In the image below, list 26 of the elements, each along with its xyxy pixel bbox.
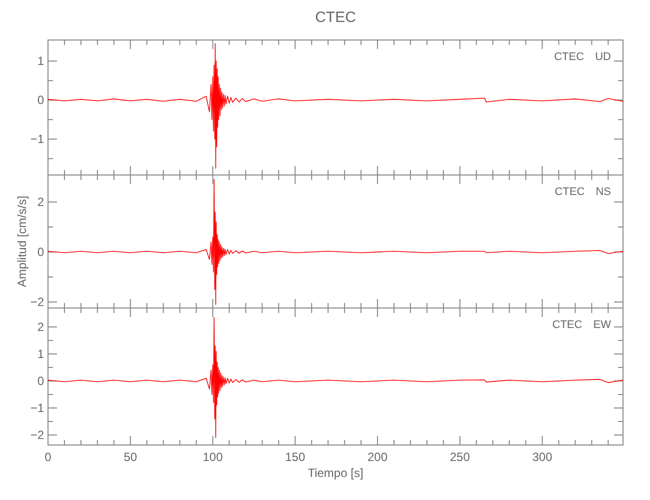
annotation: CTEC NS — [554, 186, 611, 198]
y-axis-title: Amplitud [cm/s/s] — [15, 196, 29, 288]
line-series — [48, 43, 624, 169]
x-axis-title: Tiempo [s] — [308, 466, 364, 480]
x-tick-label: 100 — [202, 450, 224, 464]
y-tick-label: 0 — [37, 93, 44, 108]
y-tick-label: 2 — [37, 195, 44, 209]
x-tick-label: 250 — [450, 450, 470, 464]
line-series — [48, 317, 624, 438]
x-tick-label: 50 — [124, 450, 138, 464]
y-tick-label: −2 — [30, 428, 44, 442]
x-tick-label: 200 — [367, 450, 388, 464]
y-tick-label: 0 — [37, 374, 44, 388]
y-tick-label: 2 — [37, 320, 44, 334]
y-tick-label: −1 — [30, 132, 44, 146]
x-tick-label: 150 — [285, 450, 306, 464]
y-tick-label: 1 — [37, 54, 44, 68]
annotation: CTEC EW — [552, 319, 612, 331]
y-tick-label: −2 — [30, 295, 44, 309]
line-series — [48, 179, 624, 305]
y-tick-label: −1 — [30, 400, 44, 415]
x-tick-label: 300 — [532, 450, 553, 464]
y-tick-label: 1 — [37, 346, 44, 361]
chart-title: CTEC — [315, 9, 356, 26]
annotation: CTEC UD — [554, 51, 612, 63]
y-tick-label: 0 — [37, 245, 44, 259]
